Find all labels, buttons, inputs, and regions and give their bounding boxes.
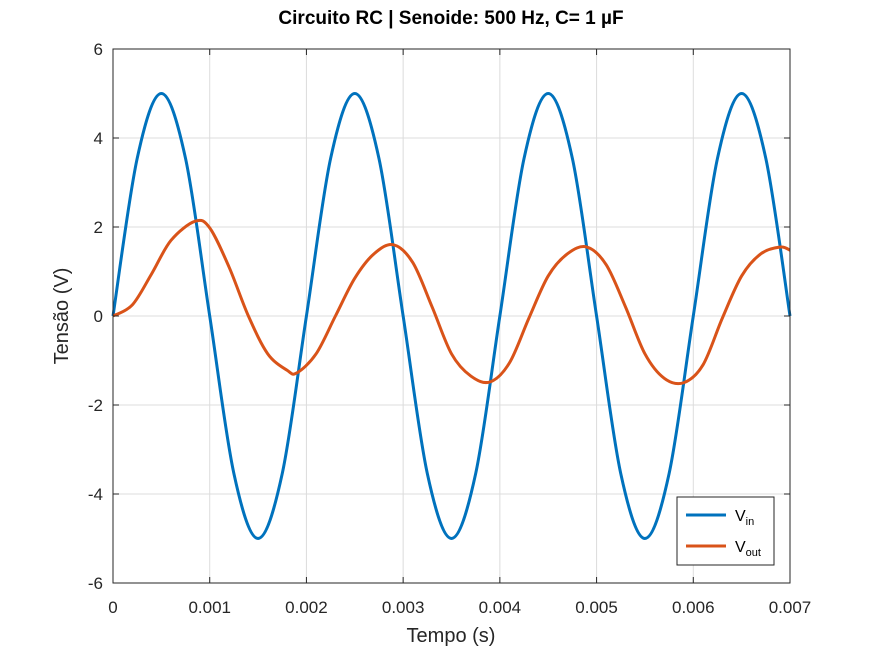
y-tick-label: -6 <box>88 574 103 593</box>
x-tick-label: 0.005 <box>575 598 618 617</box>
x-tick-label: 0.002 <box>285 598 328 617</box>
series-group <box>111 92 792 540</box>
x-tick-label: 0.003 <box>382 598 425 617</box>
series-line-out <box>112 218 791 386</box>
x-tick-label: 0.007 <box>769 598 812 617</box>
x-tick-label: 0.004 <box>479 598 522 617</box>
legend-label-vout: Vout <box>735 539 761 559</box>
x-tick-label: 0 <box>108 598 117 617</box>
legend-label-vout-sub: out <box>746 547 761 559</box>
y-tick-label: 2 <box>94 218 103 237</box>
series-line-in <box>111 92 792 540</box>
y-tick-label: -4 <box>88 485 103 504</box>
x-tick-label: 0.001 <box>188 598 231 617</box>
legend: Vin Vout <box>676 496 775 566</box>
x-tick-label: 0.006 <box>672 598 715 617</box>
ticks: 0 0.001 0.002 0.003 0.004 0.005 0.006 0.007 -6 -4… <box>88 40 811 617</box>
legend-label-vin-sub: in <box>746 516 755 528</box>
y-tick-label: 6 <box>94 40 103 59</box>
legend-label-vin-main: V <box>735 508 746 525</box>
chart-title: Circuito RC | Senoide: 500 Hz, C= 1 µF <box>278 8 623 29</box>
legend-box <box>676 496 775 566</box>
legend-label-vout-main: V <box>735 539 746 556</box>
legend-label-vin: Vin <box>735 508 754 528</box>
y-axis-label: Tensão (V) <box>51 268 73 365</box>
y-tick-label: 4 <box>94 129 103 148</box>
y-tick-label: 0 <box>94 307 103 326</box>
x-axis-label: Tempo (s) <box>407 625 496 647</box>
y-tick-label: -2 <box>88 396 103 415</box>
